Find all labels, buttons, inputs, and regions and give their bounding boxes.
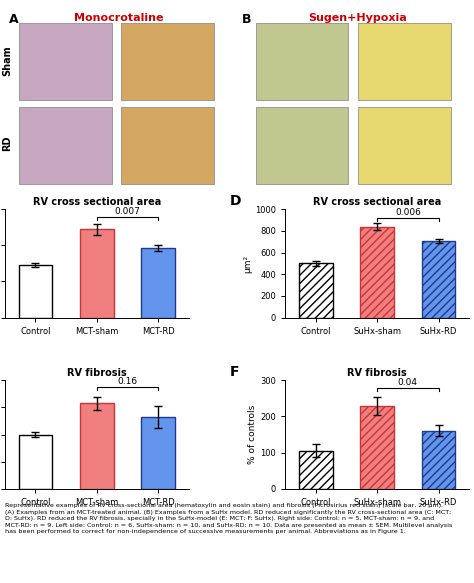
Bar: [358, 23, 451, 100]
Text: D: D: [229, 194, 241, 208]
Title: RV fibrosis: RV fibrosis: [347, 368, 407, 378]
Bar: [18, 434, 52, 489]
Text: 0.007: 0.007: [115, 208, 141, 216]
Bar: [255, 107, 348, 184]
Bar: [422, 241, 456, 318]
Text: RD: RD: [2, 136, 12, 152]
Title: RV cross sectional area: RV cross sectional area: [33, 197, 161, 207]
Text: B: B: [242, 13, 251, 26]
Text: Monocrotaline: Monocrotaline: [74, 13, 164, 23]
Bar: [141, 417, 175, 489]
Text: 0.04: 0.04: [398, 378, 418, 387]
Bar: [121, 23, 214, 100]
Bar: [360, 227, 394, 318]
Bar: [422, 431, 456, 489]
Bar: [121, 107, 214, 184]
Bar: [360, 406, 394, 489]
Bar: [18, 23, 111, 100]
Y-axis label: μm²: μm²: [243, 254, 252, 272]
Text: Sugen+Hypoxia: Sugen+Hypoxia: [309, 13, 407, 23]
Text: Sham: Sham: [2, 46, 12, 76]
Bar: [299, 451, 333, 489]
Bar: [299, 264, 333, 318]
Title: RV fibrosis: RV fibrosis: [67, 368, 127, 378]
Bar: [80, 229, 114, 318]
Text: A: A: [9, 13, 19, 26]
Bar: [141, 248, 175, 318]
Bar: [18, 107, 111, 184]
Text: 0.006: 0.006: [395, 208, 421, 217]
Text: F: F: [229, 365, 239, 379]
Bar: [18, 265, 52, 318]
Text: Representative examples of RV cross-sectional area (hematoxylin and eosin stain): Representative examples of RV cross-sect…: [5, 503, 452, 535]
Bar: [80, 403, 114, 489]
Title: RV cross sectional area: RV cross sectional area: [313, 197, 441, 207]
Text: 0.16: 0.16: [118, 377, 137, 386]
Y-axis label: % of controls: % of controls: [248, 405, 257, 464]
Bar: [358, 107, 451, 184]
Bar: [255, 23, 348, 100]
